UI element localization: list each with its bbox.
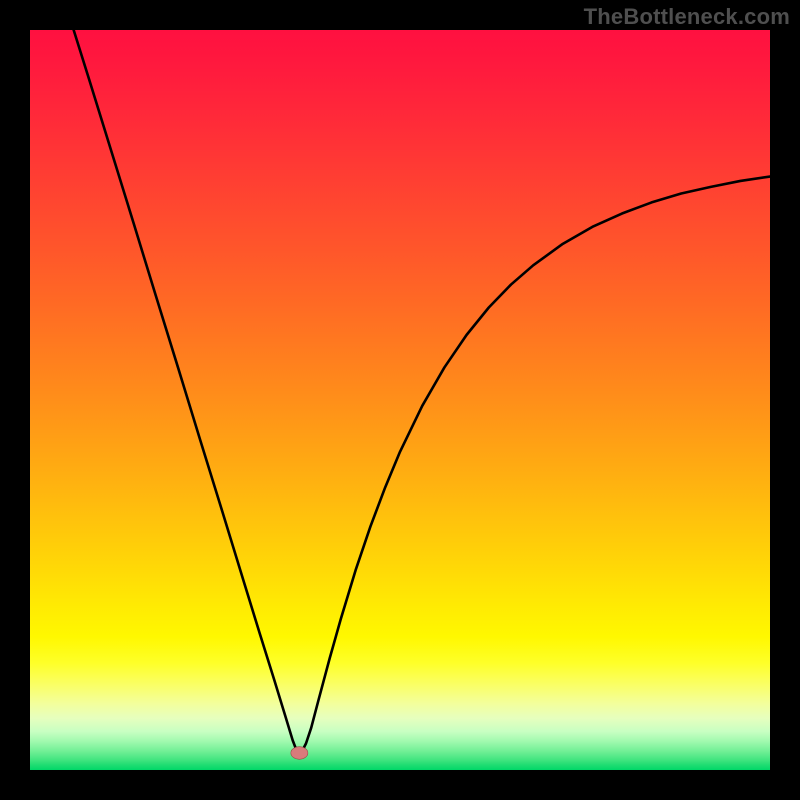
watermark-label: TheBottleneck.com: [584, 4, 790, 30]
chart-svg: [30, 30, 770, 770]
min-marker: [291, 747, 308, 760]
plot-area: [30, 30, 770, 770]
plot-background: [30, 30, 770, 770]
chart-frame: TheBottleneck.com: [0, 0, 800, 800]
